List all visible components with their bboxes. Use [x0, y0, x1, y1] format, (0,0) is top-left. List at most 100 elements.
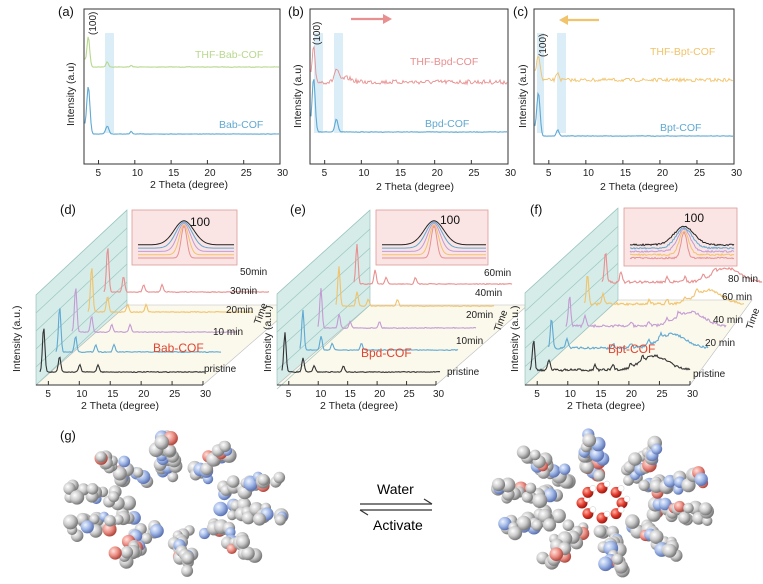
panel-f: (f) 100 Bpt-COF pristine 20 min 40 min 6… — [509, 202, 762, 412]
time-label-10min: 10 min — [213, 327, 243, 338]
plot-frame — [533, 8, 735, 165]
x-tick-label: 5 — [534, 389, 540, 400]
series-line-thf-bab-cof — [84, 36, 280, 68]
panel-label-e: (e) — [290, 202, 306, 217]
x-axis-label: 2 Theta (degree) — [567, 400, 645, 412]
time-label-40min: 40 min — [713, 315, 743, 326]
wall-gridline — [35, 245, 128, 332]
x-tick-label: 10 — [76, 389, 88, 400]
x-tick-label: 25 — [468, 168, 480, 179]
atom-sphere — [498, 516, 512, 531]
wall-gridline — [35, 227, 128, 314]
wall-gridline — [524, 226, 619, 312]
atom-sphere — [118, 455, 131, 468]
y-axis-label: Intensity (a.u) — [65, 62, 77, 126]
atom-sphere — [149, 523, 164, 538]
stacked-series-line — [55, 308, 222, 354]
x-tick-label: 15 — [107, 389, 119, 400]
inset-series-line — [629, 230, 735, 260]
water-hydrogen — [603, 480, 611, 488]
inset-label-100: 100 — [440, 213, 460, 227]
peak-label-100: (100) — [88, 12, 99, 35]
atom-sphere — [525, 482, 537, 494]
x-tick-label: 20 — [432, 168, 444, 179]
series-label-bpd-cof: Bpd-COF — [425, 118, 469, 130]
stacked-series-line — [71, 288, 238, 334]
x-axis: 5 10 15 20 25 30 — [546, 160, 743, 179]
atom-sphere — [683, 502, 694, 514]
wall-gridline — [276, 285, 371, 371]
y-axis-label: Intensity (a.u.) — [11, 305, 23, 372]
wall-gridline — [524, 262, 619, 349]
y-axis-label: Intensity (a.u.) — [509, 305, 521, 372]
atom-sphere — [69, 490, 85, 505]
x-tick-label: 10 — [315, 389, 327, 400]
stacked-series-line — [317, 288, 477, 330]
x-tick-label: 30 — [433, 389, 445, 400]
x-tick-label: 5 — [45, 389, 51, 400]
wall-gridline — [35, 281, 128, 368]
x-tick-label: 30 — [731, 168, 743, 179]
cof-pore-dry-model — [63, 430, 289, 577]
atom-sphere — [516, 515, 531, 531]
water-hydrogen — [603, 510, 611, 518]
sample-label-bab-cof: Bab-COF — [153, 341, 204, 355]
x-tick-label: 25 — [694, 168, 706, 179]
panel-a: (a) (100) THF-Bab-COF Bab-COF 5 10 15 20 25 3… — [58, 4, 289, 191]
x-tick-label: 30 — [277, 168, 289, 179]
atom-sphere — [559, 463, 571, 475]
stacked-patterns — [529, 252, 763, 373]
atom-sphere — [63, 514, 78, 530]
stacked-series-line — [299, 309, 459, 352]
inset-series-line — [382, 224, 486, 259]
stacked-series-line — [39, 328, 206, 374]
atom-sphere — [612, 553, 624, 565]
time-label-60min: 60min — [484, 268, 511, 279]
inset-series-line — [138, 222, 234, 252]
inset-curves — [138, 220, 234, 259]
stacked-series-line — [335, 266, 495, 308]
inset-series-line — [138, 224, 234, 259]
water-hydrogen — [617, 485, 625, 492]
wall-gridline — [276, 228, 371, 314]
atom-sphere — [227, 510, 238, 521]
atom-sphere — [638, 479, 650, 492]
x-axis-label: 2 Theta (degree) — [320, 400, 398, 412]
atom-sphere — [507, 526, 523, 541]
series-line-bab-cof — [84, 86, 279, 135]
atom-sphere — [120, 546, 134, 559]
x-tick-label: 30 — [200, 389, 212, 400]
x-tick-label: 20 — [657, 168, 669, 179]
water-hydrogen — [623, 495, 631, 503]
x-tick-label: 15 — [168, 168, 180, 179]
series-line-thf-bpd-cof — [310, 45, 508, 86]
stacked-series-line — [547, 319, 709, 351]
panel-label-d: (d) — [60, 202, 76, 217]
time-label-pristine: pristine — [447, 367, 480, 378]
x-tick-label: 10 — [358, 168, 370, 179]
atom-sphere — [274, 514, 286, 526]
series-label-bpt-cof: Bpt-COF — [660, 122, 701, 134]
atom-sphere — [542, 518, 557, 532]
plot-frame — [83, 8, 281, 165]
atom-sphere — [273, 471, 286, 484]
time-label-40min: 40min — [475, 288, 502, 299]
time-label-20min: 20min — [226, 305, 253, 316]
peak-label-100: (100) — [312, 22, 323, 45]
panel-label-b: (b) — [288, 4, 304, 19]
highlight-band — [105, 33, 114, 133]
time-label-50min: 50min — [240, 267, 267, 278]
stacked-patterns — [39, 248, 270, 374]
arrow-label-activate: Activate — [373, 517, 423, 533]
inset-box — [375, 209, 489, 266]
x-tick-label: 25 — [241, 168, 253, 179]
x-tick-label: 5 — [286, 389, 292, 400]
atom-sphere — [63, 482, 76, 495]
inset-series-line — [629, 227, 735, 250]
atom-sphere — [132, 467, 144, 478]
time-label-10min: 10min — [456, 336, 483, 347]
atom-sphere — [516, 445, 531, 459]
stacked-series-line — [281, 332, 441, 373]
plot-frame — [309, 8, 509, 165]
atom-sphere — [658, 497, 672, 511]
